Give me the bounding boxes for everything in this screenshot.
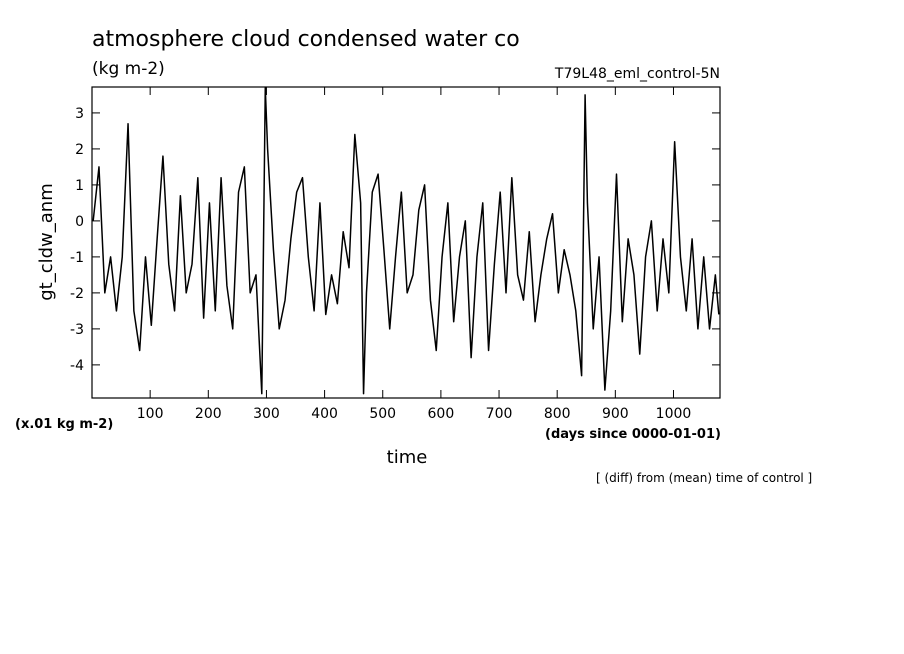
y-unit: (x.01 kg m-2) [15,417,113,432]
note: [ (diff) from (mean) time of control ] [596,471,812,485]
y-tick-label: 0 [75,214,84,230]
x-tick-label: 800 [544,406,571,422]
x-tick-label: 900 [602,406,629,422]
y-axis-label: gt_cldw_anm [36,183,57,301]
y-tick-label: -4 [70,358,84,374]
run-label: T79L48_eml_control-5N [554,66,720,82]
x-tick-label: 300 [253,406,280,422]
x-tick-label: 700 [486,406,513,422]
x-tick-label: 400 [311,406,338,422]
chart-subtitle: (kg m-2) [92,59,165,79]
x-tick-label: 200 [195,406,222,422]
y-tick-label: -3 [70,322,84,338]
y-tick-label: -1 [70,250,84,266]
chart-title: atmosphere cloud condensed water co [92,27,520,52]
x-tick-label: 100 [137,406,164,422]
x-tick-label: 600 [428,406,455,422]
x-tick-label: 500 [369,406,396,422]
y-tick-label: 3 [75,106,84,122]
data-line [92,86,720,395]
x-unit: (days since 0000-01-01) [545,427,721,442]
x-axis-label: time [387,447,428,468]
y-tick-label: 1 [75,178,84,194]
plot-frame [91,86,721,399]
x-tick-label: 1000 [656,406,692,422]
y-tick-label: -2 [70,286,84,302]
y-tick-label: 2 [75,142,84,158]
